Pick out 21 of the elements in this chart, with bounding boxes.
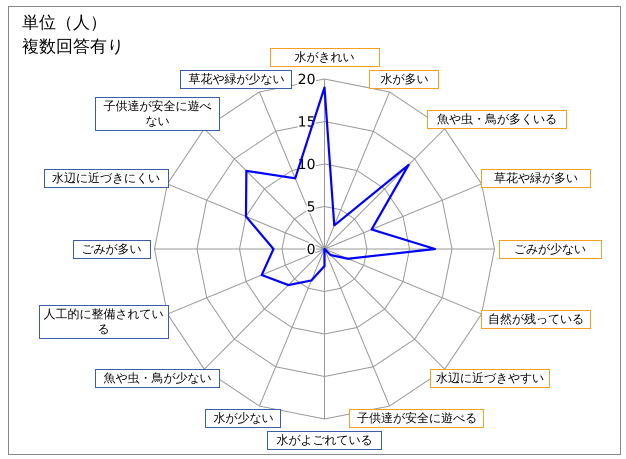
spoke-label: 草花や緑が多い — [481, 169, 592, 188]
spoke-label: ごみが多い — [72, 240, 150, 258]
spoke-label: 魚や虫・鳥が多くいる — [427, 110, 568, 129]
spoke-label: 人工的に整備されている — [38, 305, 169, 340]
y-tick-label: 5 — [306, 200, 316, 216]
spoke-label: 水辺に近づきやすい — [430, 369, 550, 388]
spoke-label: ごみが少ない — [498, 240, 602, 258]
spoke-label: 水が少ない — [205, 409, 282, 428]
spoke-label: 魚や虫・鳥が少ない — [94, 369, 220, 388]
chart-subtitle: 複数回答有り — [22, 36, 124, 58]
y-tick-label: 20 — [298, 72, 316, 88]
chart-title: 単位（人） — [22, 12, 107, 34]
spoke-label: 草花や緑が少ない — [180, 70, 292, 89]
y-tick-label: 0 — [306, 242, 316, 258]
spoke-label: 水辺に近づきにくい — [44, 169, 168, 188]
spoke-label: 自然が残っている — [481, 310, 592, 329]
spoke-label: 子供達が安全に遊べない — [94, 96, 220, 131]
spoke-label: 子供達が安全に遊べる — [349, 409, 484, 428]
spoke-label: 水がきれい — [270, 48, 380, 67]
spoke-label: 水が多い — [369, 70, 440, 89]
spoke-label: 水がよごれている — [267, 431, 382, 450]
